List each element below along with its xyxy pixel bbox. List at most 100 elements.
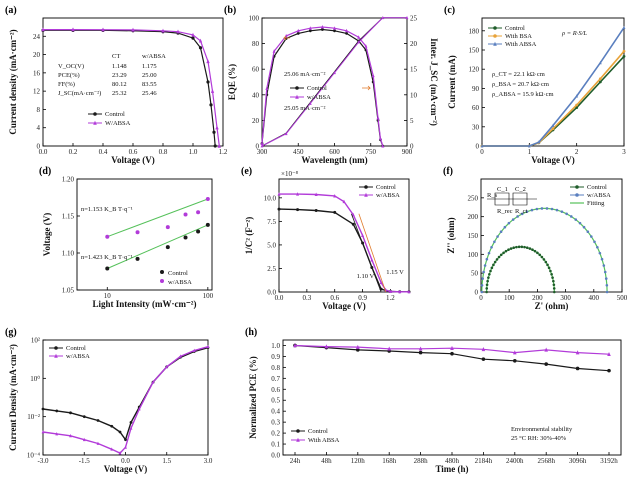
eis-point-1 [604, 277, 608, 280]
y-tick-label: 100 [468, 251, 479, 259]
jv-control-point [206, 80, 210, 84]
voc-point-0 [196, 229, 201, 234]
ms-point-0 [296, 208, 300, 212]
pce-point-0 [418, 350, 423, 355]
eqe-absa-point [333, 26, 336, 30]
eis-point-0 [536, 251, 539, 255]
eis-point-0 [485, 283, 489, 287]
y-tick-label: 30 [472, 123, 480, 131]
y-tick-label: 4 [37, 124, 41, 132]
table-cell: 1.175 [142, 63, 157, 70]
eis-point-0 [485, 290, 488, 294]
pce-point-0 [356, 348, 360, 352]
y-tick-label: 20 [410, 40, 418, 48]
table-header: w/ABSA [142, 53, 166, 60]
eis-point-0 [507, 248, 510, 252]
eqe-absa-point [296, 28, 300, 33]
jsc-absa-line [261, 17, 407, 147]
legend-1-marker [364, 192, 368, 197]
x-axis-label: Time (h) [435, 464, 468, 474]
jv-absa-point [198, 38, 203, 43]
y-tick-label: 150 [469, 47, 480, 55]
x-tick-label: 3192h [600, 457, 618, 465]
jv-control-point [209, 103, 213, 107]
dark-point-1 [110, 447, 114, 451]
eis-point-0 [490, 266, 494, 270]
eis-point-0 [504, 249, 508, 253]
y-tick-label: 0.5 [271, 397, 280, 405]
panel-c: (c)Voltage (V)Current (mA)0 1 2 30306090120… [444, 5, 626, 165]
eis-point-1 [600, 257, 604, 261]
ms-point-1 [370, 257, 374, 262]
eis-point-0 [550, 272, 553, 276]
x-tick-label: 0.8 [159, 148, 168, 156]
dark-point-0 [118, 430, 122, 434]
y-tick-label: 80 [252, 40, 260, 48]
dark-point-0 [69, 411, 72, 415]
legend-0-marker [493, 26, 497, 30]
dark-point-1 [129, 426, 133, 430]
eis-point-1 [493, 240, 496, 244]
dark-point-1 [206, 344, 210, 349]
legend-text-0: Control [168, 270, 188, 277]
x-tick-label: 1.0 [189, 148, 198, 156]
x-tick-label: 1 [528, 148, 532, 156]
iv-point-1 [598, 77, 602, 81]
y-tick-label: 20 [252, 117, 260, 125]
eis-point-1 [503, 225, 507, 229]
x-tick-label: 600 [329, 148, 340, 156]
y-tick-label: 7.5 [267, 218, 276, 226]
y-axis-label: EQE (%) [227, 64, 237, 100]
eis-point-1 [603, 270, 607, 274]
panel-label: (e) [241, 166, 252, 177]
panel-label: (g) [5, 327, 17, 338]
resistivity-2: ρ_ABSA = 15.9 kΩ·cm [492, 91, 554, 98]
eis-point-1 [586, 230, 590, 233]
legend-absa-text: w/ABSA [587, 192, 611, 199]
jv-absa-point [71, 27, 75, 32]
legend-1-text: With BSA [505, 33, 532, 40]
pce-point-1 [387, 346, 391, 351]
y-tick-label: 40 [252, 91, 260, 99]
ms-point-0 [351, 222, 355, 226]
dark-point-1 [69, 433, 72, 438]
y-tick-label: 60 [252, 66, 260, 74]
ms-point-1 [379, 280, 383, 285]
y-tick-label: 5 [410, 117, 414, 125]
eqe-control-point [333, 29, 336, 33]
panel-h: (h) Time (h) Normalized PCE (%) 24h 48h 120h 1… [245, 327, 622, 474]
y-tick-label: 0.3 [271, 419, 280, 427]
table-cell: V_OC(V) [58, 63, 84, 70]
y-axis-label: Current density (mA·cm⁻²) [8, 29, 18, 134]
jsc-absa-point [381, 15, 385, 20]
legend-2-text: With ABSA [505, 41, 537, 48]
tangent-absa [358, 213, 387, 293]
y-axis-label: Normalized PCE (%) [248, 356, 258, 438]
y-tick-label: 1.05 [62, 287, 75, 295]
panel-e: (e) Voltage (V) 1/C² (F⁻²) 0.0 0.3 0.6 0.9 1.2 0… [241, 166, 411, 311]
x-axis-label: Voltage (V) [322, 301, 365, 311]
y-tick-label: 0.0 [271, 452, 280, 460]
legend-absa-marker [93, 120, 97, 125]
x-tick-label: 300 [257, 148, 268, 156]
eis-point-1 [578, 221, 582, 225]
circuit-label-2: C_2 [515, 186, 526, 193]
circuit-icon [487, 192, 537, 206]
dark-point-0 [82, 415, 86, 419]
x-tick-label: 0.3 [302, 294, 311, 302]
dark-point-0 [124, 438, 127, 442]
legend-1-text: w/ABSA [376, 192, 400, 199]
eis-point-0 [551, 276, 554, 279]
iv-point-2 [575, 94, 579, 98]
legend-0-marker [296, 429, 300, 433]
table-cell: PCE(%) [58, 72, 80, 79]
voc-point-0 [105, 266, 110, 271]
eis-point-0 [542, 258, 546, 261]
iv-line-0 [482, 55, 625, 147]
dark-point-1 [137, 407, 141, 411]
eis-point-0 [540, 255, 544, 259]
jv-control-point [191, 36, 195, 40]
y-tick-label: 0.4 [271, 408, 280, 416]
y-tick-label: 2.5 [267, 265, 276, 273]
